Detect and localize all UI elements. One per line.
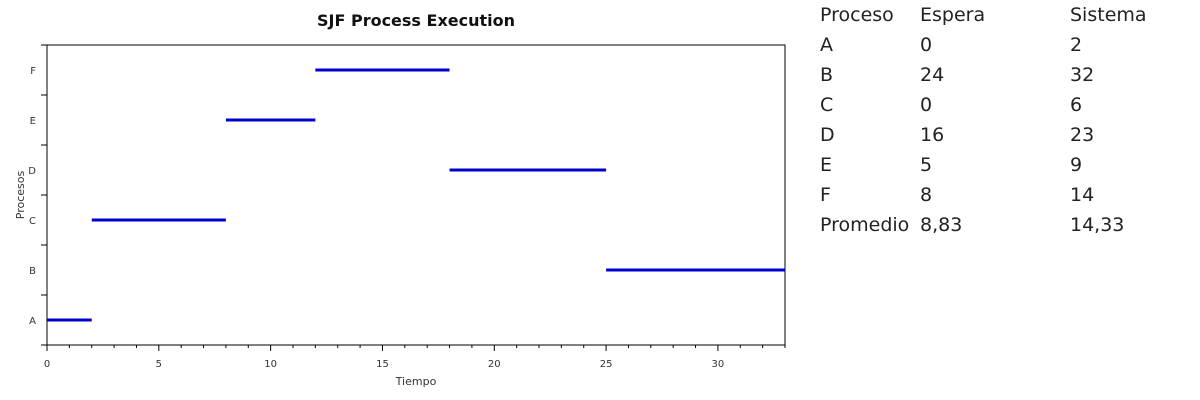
x-tick-label: 10	[264, 359, 277, 370]
header-proceso: Proceso	[820, 4, 894, 26]
y-tick-label: D	[28, 166, 36, 177]
table-row: F 8 14	[815, 180, 1180, 210]
cell-sistema: 9	[1070, 154, 1083, 176]
cell-proceso: F	[820, 184, 831, 206]
cell-espera: 0	[920, 94, 933, 116]
chart-title: SJF Process Execution	[317, 11, 515, 30]
cell-sistema: 6	[1070, 94, 1083, 116]
table-row: B 24 32	[815, 60, 1180, 90]
cell-proceso: C	[820, 94, 834, 116]
x-axis: 0 5 10 15 20 25 30	[44, 345, 786, 370]
table-row: D 16 23	[815, 120, 1180, 150]
x-tick-label: 0	[44, 359, 50, 370]
cell-sistema: 2	[1070, 34, 1083, 56]
x-tick-label: 25	[600, 359, 613, 370]
y-axis-title: Procesos	[14, 171, 27, 220]
header-espera: Espera	[920, 4, 986, 26]
x-tick-label: 15	[376, 359, 389, 370]
x-tick-label: 5	[156, 359, 162, 370]
y-tick-label: F	[30, 66, 36, 77]
cell-sistema: 14,33	[1070, 214, 1125, 236]
cell-proceso: B	[820, 64, 834, 86]
cell-sistema: 14	[1070, 184, 1095, 206]
x-tick-label: 20	[488, 359, 501, 370]
y-tick-label: C	[29, 216, 36, 227]
table-row: C 0 6	[815, 90, 1180, 120]
table-row: A 0 2	[815, 30, 1180, 60]
table-header-row: Proceso Espera Sistema	[815, 0, 1180, 30]
cell-proceso: Promedio	[820, 214, 910, 236]
cell-espera: 16	[920, 124, 945, 146]
results-table: Proceso Espera Sistema A 0 2 B 24 32 C 0…	[815, 0, 1180, 240]
cell-espera: 5	[920, 154, 933, 176]
cell-sistema: 32	[1070, 64, 1095, 86]
cell-proceso: D	[820, 124, 835, 146]
gantt-chart: SJF Process Execution A B C D E F 0 5 10 15 20 25 3…	[14, 11, 786, 388]
cell-espera: 0	[920, 34, 933, 56]
bars	[47, 68, 785, 322]
cell-espera: 24	[920, 64, 945, 86]
y-tick-label: E	[30, 116, 36, 127]
cell-sistema: 23	[1070, 124, 1095, 146]
table-row: E 5 9	[815, 150, 1180, 180]
x-tick-label: 30	[712, 359, 725, 370]
y-axis: A B C D E F	[28, 44, 47, 346]
plot-frame	[46, 44, 786, 346]
y-tick-label: B	[29, 266, 36, 277]
cell-espera: 8	[920, 184, 933, 206]
x-axis-title: Tiempo	[395, 375, 437, 388]
cell-proceso: E	[820, 154, 833, 176]
header-sistema: Sistema	[1070, 4, 1147, 26]
cell-proceso: A	[820, 34, 833, 56]
cell-espera: 8,83	[920, 214, 963, 236]
table-row-average: Promedio 8,83 14,33	[815, 210, 1180, 240]
y-tick-label: A	[29, 316, 36, 327]
